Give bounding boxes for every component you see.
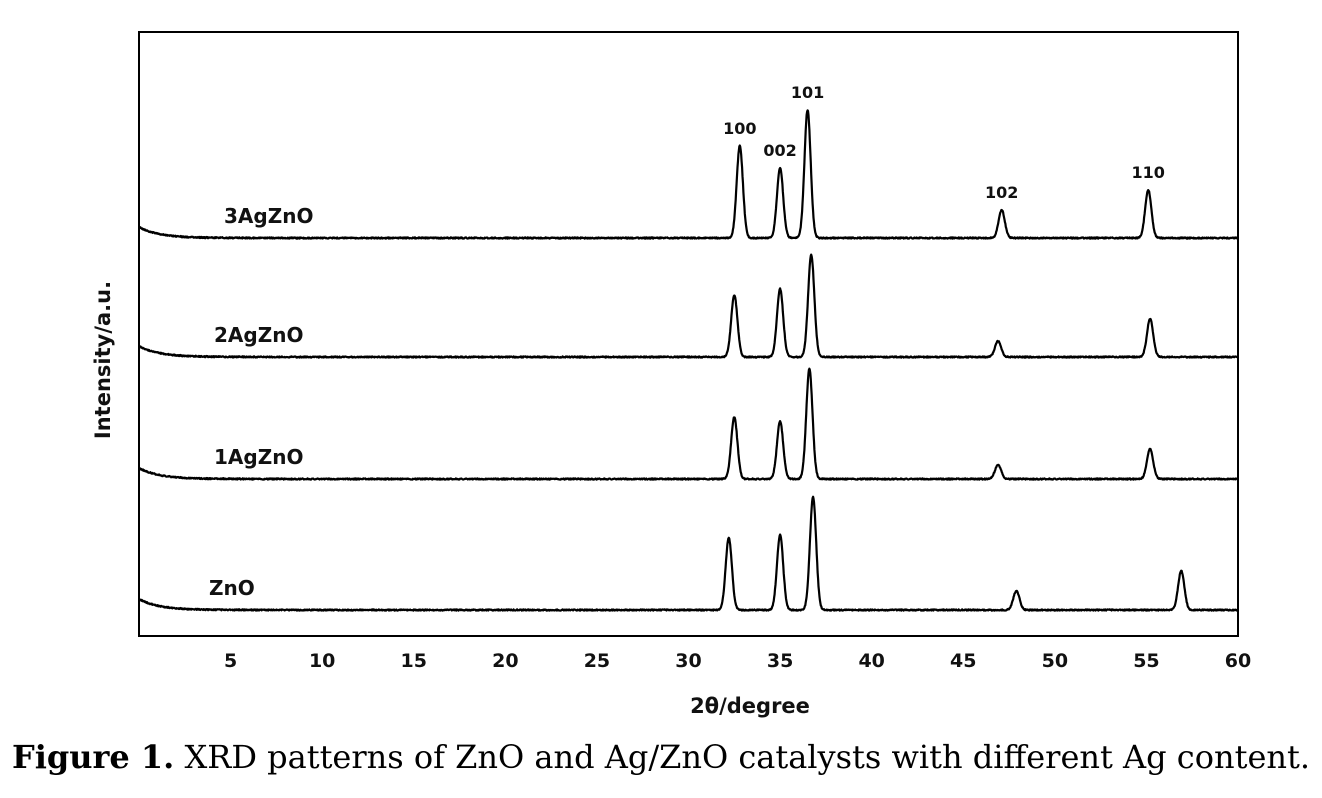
- series-label-zno: ZnO: [209, 576, 255, 600]
- y-axis-title: Intensity/a.u.: [91, 281, 115, 439]
- peak-labels: 100 002 101 102 110: [723, 83, 1165, 202]
- plot-frame: [138, 31, 1239, 637]
- series-label-1agzno: 1AgZnO: [214, 445, 303, 469]
- x-tick-label: 50: [1042, 650, 1068, 672]
- x-tick-label: 20: [492, 650, 518, 672]
- x-tick-label: 45: [950, 650, 976, 672]
- x-tick-label: 30: [675, 650, 701, 672]
- peak-label-110: 110: [1132, 163, 1165, 182]
- peak-label-100: 100: [723, 119, 756, 138]
- x-tick-label: 60: [1225, 650, 1251, 672]
- x-tick-label: 35: [767, 650, 793, 672]
- x-tick-label: 5: [224, 650, 237, 672]
- series-line-2agzno: [139, 253, 1239, 359]
- x-axis-ticks: 5 10 15 20 25 30 35 40 45 50 55 60: [224, 650, 1251, 672]
- x-tick-label: 15: [401, 650, 427, 672]
- series-line-1agzno: [139, 367, 1239, 481]
- caption-label: Figure 1.: [11, 738, 175, 776]
- x-tick-label: 55: [1133, 650, 1159, 672]
- series-label-2agzno: 2AgZnO: [214, 323, 303, 347]
- x-tick-label: 10: [309, 650, 335, 672]
- x-tick-label: 40: [858, 650, 884, 672]
- series-line-3agzno: [139, 109, 1239, 240]
- peak-label-002: 002: [763, 141, 796, 160]
- series-layer: 3AgZnO 2AgZnO 1AgZnO ZnO: [138, 109, 1239, 612]
- figure-caption: Figure 1. XRD patterns of ZnO and Ag/ZnO…: [0, 738, 1322, 776]
- caption-text: XRD patterns of ZnO and Ag/ZnO catalysts…: [184, 738, 1311, 776]
- peak-label-101: 101: [791, 83, 824, 102]
- x-axis-title: 2θ/degree: [690, 694, 810, 718]
- peak-label-102: 102: [985, 183, 1018, 202]
- x-tick-label: 25: [584, 650, 610, 672]
- series-line-zno: [138, 495, 1239, 612]
- series-label-3agzno: 3AgZnO: [224, 204, 313, 228]
